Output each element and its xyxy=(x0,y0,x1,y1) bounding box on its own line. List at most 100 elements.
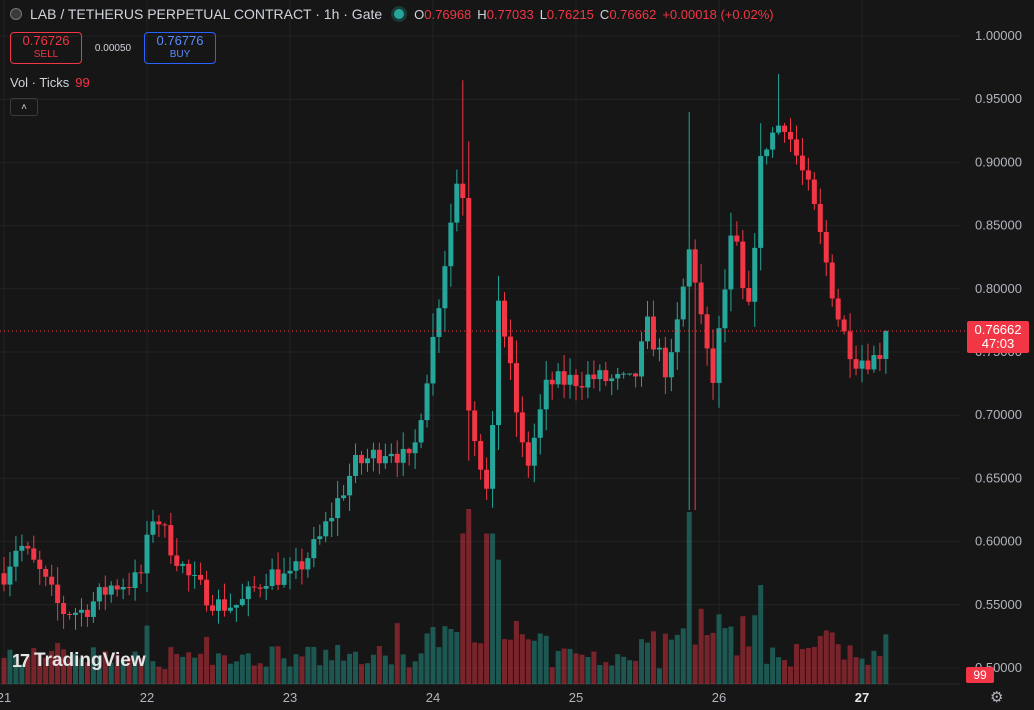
candle-body xyxy=(478,441,484,470)
volume-bar xyxy=(186,652,192,684)
candle-body xyxy=(662,347,668,378)
volume-bar xyxy=(871,650,877,684)
volume-bar xyxy=(448,628,454,684)
volume-bar xyxy=(782,659,788,684)
candle-body xyxy=(388,453,394,457)
candle-body xyxy=(621,373,627,375)
time-tick-label: 27 xyxy=(855,690,869,705)
volume-bars xyxy=(1,509,889,684)
candle-body xyxy=(138,572,144,574)
volume-bar xyxy=(114,654,120,684)
time-tick-label: 22 xyxy=(140,690,154,705)
price-tick-label: 0.80000 xyxy=(975,281,1022,296)
candle-body xyxy=(293,561,299,571)
volume-bar xyxy=(531,640,537,684)
volume-bar xyxy=(293,654,299,684)
volume-bar xyxy=(239,654,245,684)
buy-button[interactable]: 0.76776 BUY xyxy=(144,32,216,64)
volume-bar xyxy=(746,646,752,684)
volume-bar xyxy=(567,648,573,684)
candle-body xyxy=(174,555,180,566)
gear-icon[interactable]: ⚙ xyxy=(990,689,1004,706)
volume-bar xyxy=(359,664,364,684)
candle-body xyxy=(394,453,400,463)
volume-bar xyxy=(84,662,90,684)
volume-bar xyxy=(198,653,204,684)
candle-body xyxy=(758,156,764,248)
collapse-button[interactable]: ˄ xyxy=(10,98,38,116)
candle-body xyxy=(525,442,531,466)
candle-body xyxy=(233,605,239,608)
volume-bar xyxy=(793,644,799,684)
candle-body xyxy=(376,449,382,464)
volume-bar xyxy=(156,666,162,684)
candle-body xyxy=(799,155,805,171)
candle-body xyxy=(424,383,430,421)
candle-body xyxy=(829,262,835,299)
candle-body xyxy=(752,247,758,302)
candle-body xyxy=(162,524,168,526)
candle-body xyxy=(275,569,281,585)
volume-bar xyxy=(853,657,859,684)
price-tick-label: 0.65000 xyxy=(975,470,1022,485)
volume-bar xyxy=(490,533,496,684)
volume-bar xyxy=(716,614,722,684)
candle-body xyxy=(180,563,186,566)
volume-bar xyxy=(353,651,359,684)
candle-body xyxy=(597,370,603,380)
candle-body xyxy=(96,587,102,602)
trade-panel: 0.76726 SELL 0.00050 0.76776 BUY xyxy=(10,32,216,64)
volume-bar xyxy=(227,663,233,684)
volume-bar xyxy=(764,663,770,684)
volume-bar xyxy=(78,658,84,684)
volume-bar xyxy=(162,669,168,684)
candle-body xyxy=(746,288,752,302)
volume-bar xyxy=(299,656,305,684)
volume-bar xyxy=(734,655,740,684)
candle-body xyxy=(543,379,549,410)
volume-bar xyxy=(251,665,257,684)
time-tick-label: 26 xyxy=(712,690,726,705)
candle-body xyxy=(740,241,746,289)
volume-bar xyxy=(549,667,555,684)
volume-bar xyxy=(31,648,37,684)
volume-bar xyxy=(102,651,108,684)
buy-label: BUY xyxy=(169,49,191,60)
candle-body xyxy=(120,587,126,590)
volume-bar xyxy=(90,647,96,684)
candle-body xyxy=(502,300,507,337)
volume-bar xyxy=(835,644,841,684)
candle-body xyxy=(633,373,639,377)
volume-bar xyxy=(722,628,728,684)
symbol-title[interactable]: LAB / TETHERUS PERPETUAL CONTRACT · 1h ·… xyxy=(30,6,383,22)
volume-legend[interactable]: Vol · Ticks 99 xyxy=(10,75,90,90)
volume-bar xyxy=(418,653,424,684)
volume-bar xyxy=(347,653,353,684)
candle-body xyxy=(317,536,323,540)
volume-bar xyxy=(144,625,150,684)
buy-price: 0.76776 xyxy=(156,33,204,48)
volume-bar xyxy=(502,639,507,684)
candle-body xyxy=(454,183,460,223)
tradingview-logo[interactable]: 17 TradingView xyxy=(12,650,146,672)
candle-body xyxy=(323,521,329,537)
sell-button[interactable]: 0.76726 SELL xyxy=(10,32,82,64)
volume-bar xyxy=(132,651,138,684)
volume-bar xyxy=(543,635,549,684)
volume-bar xyxy=(108,662,114,684)
volume-bar xyxy=(519,634,525,684)
candle-body xyxy=(567,374,573,385)
candle-body xyxy=(55,584,61,604)
volume-bar xyxy=(37,653,43,684)
candle-body xyxy=(728,235,734,290)
candle-body xyxy=(126,587,132,589)
tradingview-mark-icon: 17 xyxy=(12,650,30,671)
sell-price: 0.76726 xyxy=(22,33,70,48)
volume-bar xyxy=(400,654,406,684)
candle-body xyxy=(400,448,406,463)
volume-bar xyxy=(311,646,317,684)
volume-bar xyxy=(496,559,502,684)
volume-bar xyxy=(424,633,430,684)
chart-legend: LAB / TETHERUS PERPETUAL CONTRACT · 1h ·… xyxy=(10,6,774,22)
